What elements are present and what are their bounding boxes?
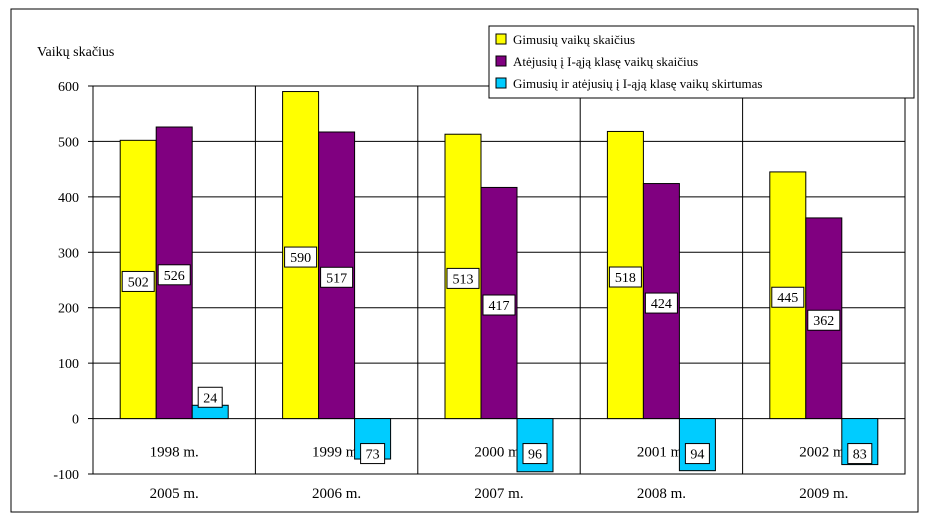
data-label-box [847,443,873,465]
y-tick-label: 300 [58,246,79,261]
legend-swatch [495,33,507,45]
data-label-box [446,267,480,289]
data-label: 445 [777,291,798,306]
data-label-box [482,294,516,316]
x-tick-label: 2008 m. [637,486,686,502]
data-label: 526 [164,269,185,284]
birth-year-label: 1998 m. [150,445,199,461]
data-label-box [157,264,191,286]
legend: Gimusių vaikų skaičius Atėjusių į I-ąją k… [488,25,915,99]
data-label-box [360,443,386,465]
data-label-box [284,246,318,268]
data-label: 73 [366,448,380,463]
data-label-box [644,292,678,314]
data-label-box [608,266,642,288]
data-label: 83 [853,448,867,463]
y-tick-label: 200 [58,302,79,317]
x-tick-label: 2006 m. [312,486,361,502]
data-label: 424 [651,297,672,312]
birth-year-label: 2001 m. [637,445,686,461]
legend-label: Gimusių ir atėjusių į I-ąją klasę vaikų … [513,76,762,91]
data-label: 517 [326,271,347,286]
legend-label: Atėjusių į I-ąją klasę vaikų skaičius [513,54,698,69]
x-tick-label: 2005 m. [150,486,199,502]
legend-swatch [495,55,507,67]
y-tick-label: 500 [58,135,79,150]
data-label-box [807,309,841,331]
y-tick-label: 0 [72,413,79,428]
data-label: 362 [813,314,834,329]
x-tick-label: 2009 m. [799,486,848,502]
data-label: 518 [615,271,636,286]
birth-year-label: 2000 m. [474,445,523,461]
birth-year-label: 1999 m. [312,445,361,461]
data-label: 96 [528,448,542,463]
x-tick-label: 2007 m. [474,486,523,502]
data-label-box [320,266,354,288]
legend-box [488,25,915,99]
y-tick-label: -100 [53,468,79,483]
data-label: 94 [690,448,704,463]
y-tick-label: 400 [58,191,79,206]
y-axis-label: Vaikų skačius [37,45,114,60]
data-label-box [771,286,805,308]
y-tick-label: 600 [58,80,79,95]
data-label: 417 [489,299,510,314]
legend-swatch [495,77,507,89]
data-label-box [522,443,548,465]
plot-area: -100 0 100 200 300 400 500 600 1998 m. 1999 m. 200… [53,80,906,502]
data-label-box [684,443,710,465]
data-label-box [197,386,223,408]
data-label-box [121,270,155,292]
data-label: 590 [290,251,311,266]
birth-year-label: 2002 m. [799,445,848,461]
legend-label: Gimusių vaikų skaičius [513,32,635,47]
data-label: 24 [203,391,217,406]
y-tick-label: 100 [58,357,79,372]
data-label: 513 [453,272,474,287]
data-label: 502 [128,275,149,290]
